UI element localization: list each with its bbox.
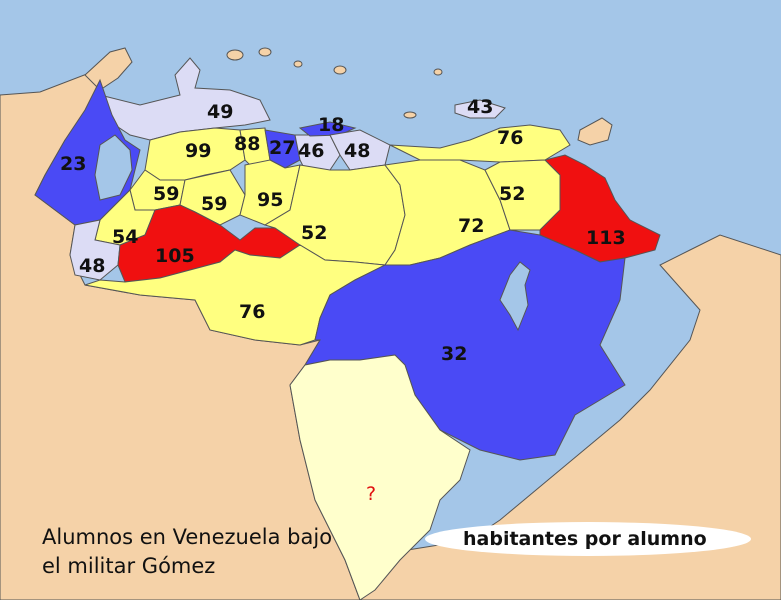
value-label-aragua: 46 <box>298 140 324 162</box>
value-label-merida: 54 <box>112 226 138 248</box>
value-label-cojedes: 95 <box>257 189 283 211</box>
value-label-sucre: 76 <box>497 127 523 149</box>
island <box>433 68 443 76</box>
trinidad-island <box>577 117 613 146</box>
value-label-yaracuy: 88 <box>234 133 260 155</box>
value-label-portuguesa: 59 <box>201 193 227 215</box>
value-label-anzoategui: 72 <box>458 215 484 237</box>
value-label-lara: 99 <box>185 140 211 162</box>
map-caption-line-1: Alumnos en Venezuela bajo <box>42 525 332 549</box>
value-label-bolivar: 32 <box>441 343 467 365</box>
value-label-monagas: 52 <box>499 183 525 205</box>
value-label-carabobo: 27 <box>269 137 295 159</box>
region-distrito-federal <box>298 121 357 137</box>
value-label-miranda: 48 <box>344 140 370 162</box>
island <box>403 111 417 119</box>
value-label-guarico: 52 <box>301 222 327 244</box>
value-label-nueva-esparta: 43 <box>467 96 493 118</box>
region-carabobo <box>264 129 301 169</box>
region-bolivar <box>303 229 626 461</box>
value-label-distrito-federal: 18 <box>318 114 344 136</box>
lake-maracaibo <box>94 134 133 201</box>
value-label-delta-amacuro: 113 <box>586 227 626 249</box>
island <box>258 47 272 57</box>
orinoco-river <box>499 261 531 332</box>
island <box>226 49 244 61</box>
value-label-zulia: 23 <box>60 153 86 175</box>
value-label-amazonas: ? <box>366 483 376 505</box>
island <box>333 65 347 75</box>
value-label-falcon: 49 <box>207 101 233 123</box>
region-falcon <box>99 57 271 141</box>
island <box>293 60 303 68</box>
value-label-apure: 76 <box>239 301 265 323</box>
region-delta-amacuro <box>539 154 661 263</box>
region-amazonas <box>289 354 471 600</box>
value-label-trujillo: 59 <box>153 183 179 205</box>
map-caption-line-2: el militar Gómez <box>42 554 215 578</box>
region-nueva-esparta <box>454 99 506 119</box>
value-label-barinas: 105 <box>155 245 195 267</box>
value-label-tachira: 48 <box>79 255 105 277</box>
legend-background <box>425 522 751 556</box>
legend-label: habitantes por alumno <box>463 528 707 550</box>
